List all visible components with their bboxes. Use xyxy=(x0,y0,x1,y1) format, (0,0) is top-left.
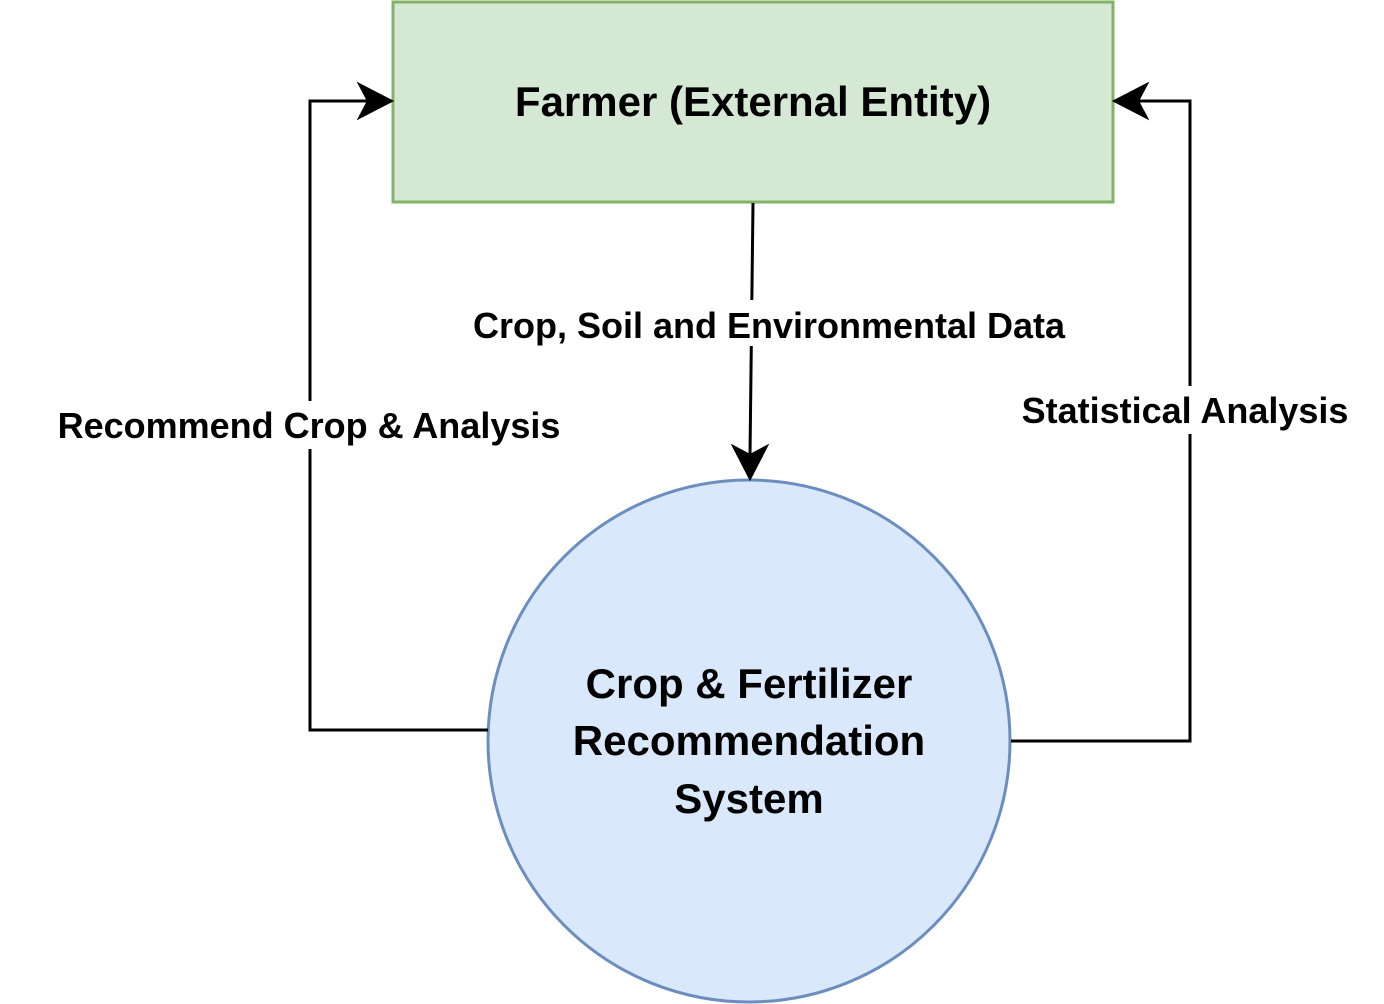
farmer-entity: Farmer (External Entity) xyxy=(391,0,1115,204)
data-flow-edge: Crop, Soil and Environmental Data xyxy=(405,202,1129,482)
stats-flow-label-bg xyxy=(985,386,1382,434)
arrow-left-icon xyxy=(1111,81,1150,121)
stats-flow-edge: Statistical Analysis xyxy=(985,81,1382,743)
system-label-line-3: System xyxy=(674,775,823,822)
data-flow-label: Crop, Soil and Environmental Data xyxy=(473,305,1066,346)
data-flow-label-bg xyxy=(405,300,1129,346)
arrow-right-icon xyxy=(356,81,395,121)
farmer-label: Farmer (External Entity) xyxy=(515,78,991,125)
recommend-flow-label-bg xyxy=(2,401,616,449)
system-label-line-2: Recommendation xyxy=(573,717,925,764)
system-label-line-1: Crop & Fertilizer xyxy=(586,660,913,707)
stats-flow-label: Statistical Analysis xyxy=(1022,390,1349,431)
arrow-down-icon xyxy=(730,443,770,482)
recommend-flow-label: Recommend Crop & Analysis xyxy=(58,405,561,446)
farmer-box xyxy=(391,0,1115,204)
system-circle xyxy=(486,478,1012,1004)
system-process: Crop & Fertilizer Recommendation System xyxy=(486,478,1012,1004)
recommend-flow-edge: Recommend Crop & Analysis xyxy=(2,81,616,732)
